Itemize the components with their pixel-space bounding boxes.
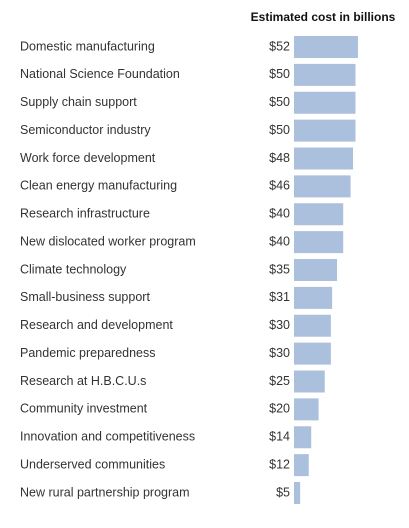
value-label: $35 — [269, 262, 290, 276]
bar — [294, 342, 331, 365]
bar — [294, 119, 356, 142]
bar — [294, 314, 331, 337]
category-label: Research at H.B.C.U.s — [20, 374, 146, 388]
value-label: $25 — [269, 374, 290, 388]
category-label: Small-business support — [20, 290, 150, 304]
bar — [294, 36, 358, 58]
value-label: $46 — [269, 179, 290, 193]
category-label: Research and development — [20, 318, 173, 332]
category-label: Innovation and competitiveness — [20, 430, 195, 444]
category-label: Research infrastructure — [20, 207, 150, 221]
value-label: $50 — [269, 123, 290, 137]
category-label: National Science Foundation — [20, 67, 180, 81]
category-label: Climate technology — [20, 262, 127, 276]
bar — [294, 63, 356, 86]
value-label: $40 — [269, 207, 290, 221]
category-label: New rural partnership program — [20, 485, 190, 499]
bar — [294, 259, 338, 281]
value-label: $52 — [269, 39, 290, 53]
bar — [294, 370, 325, 393]
category-label: New dislocated worker program — [20, 234, 196, 248]
bar — [294, 91, 356, 114]
value-label: $50 — [269, 67, 290, 81]
value-label: $30 — [269, 318, 290, 332]
value-label: $30 — [269, 346, 290, 360]
chart-title: Estimated cost in billions — [251, 10, 396, 24]
value-label: $5 — [276, 485, 290, 499]
value-label: $31 — [269, 290, 290, 304]
category-label: Community investment — [20, 402, 148, 416]
category-label: Domestic manufacturing — [20, 39, 155, 53]
bar — [294, 286, 333, 309]
category-label: Work force development — [20, 151, 156, 165]
bar — [294, 231, 344, 254]
bar — [294, 482, 301, 504]
category-label: Underserved communities — [20, 457, 165, 471]
bar — [294, 175, 351, 198]
category-label: Supply chain support — [20, 95, 137, 109]
bar — [294, 203, 344, 226]
bar — [294, 398, 319, 421]
category-label: Semiconductor industry — [20, 123, 151, 137]
value-label: $40 — [269, 234, 290, 248]
value-label: $14 — [269, 430, 290, 444]
bar — [294, 147, 354, 170]
value-label: $48 — [269, 151, 290, 165]
category-label: Pandemic preparedness — [20, 346, 156, 360]
value-label: $50 — [269, 95, 290, 109]
category-label: Clean energy manufacturing — [20, 179, 177, 193]
bar — [294, 426, 312, 449]
bar — [294, 454, 309, 477]
value-label: $20 — [269, 402, 290, 416]
value-label: $12 — [269, 457, 290, 471]
